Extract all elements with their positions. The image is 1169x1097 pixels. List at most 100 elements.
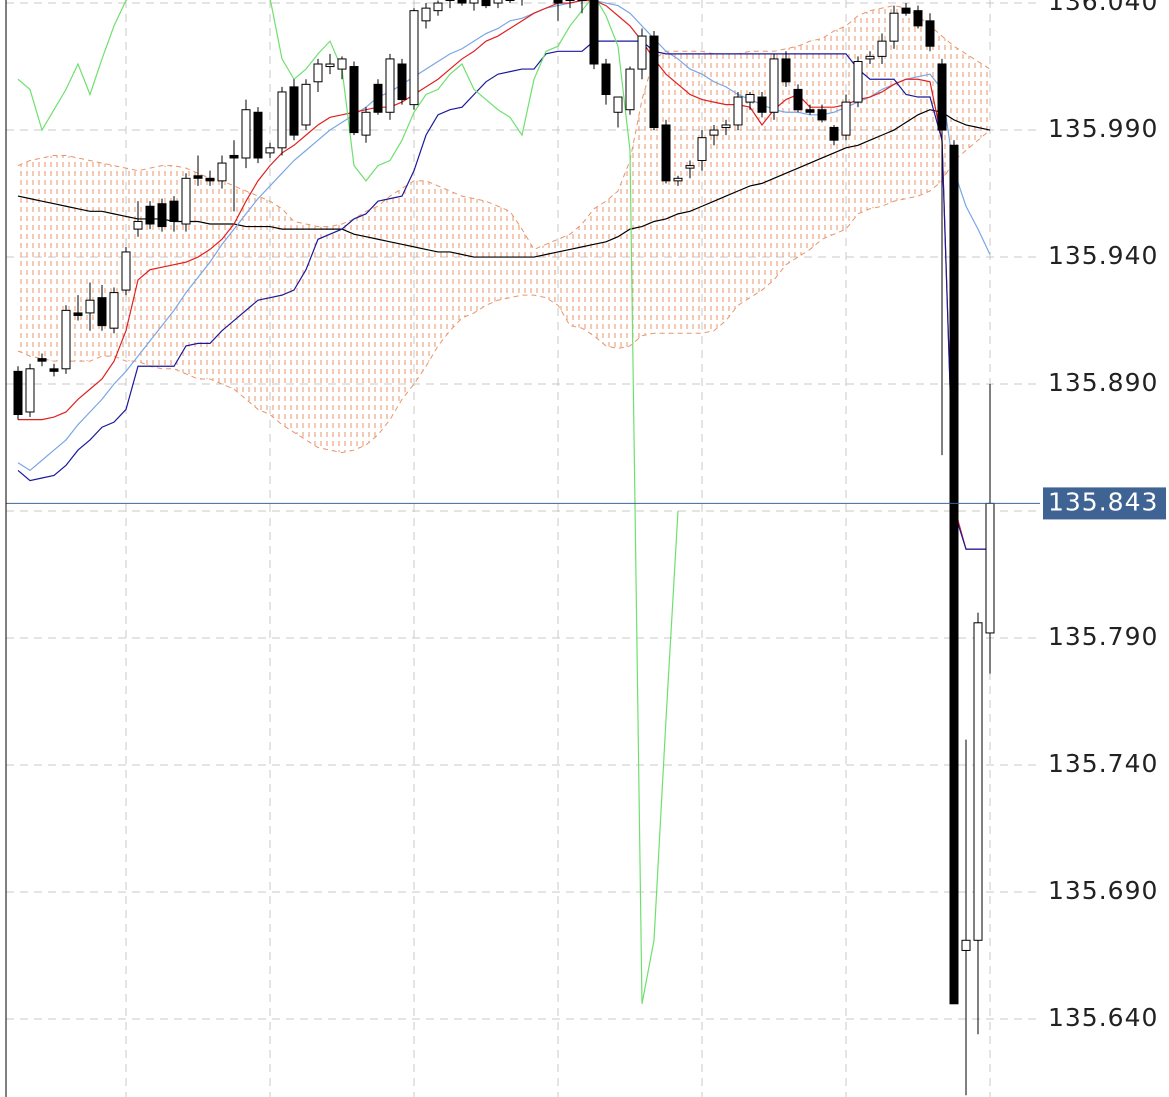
price-axis: 135.640135.690135.740135.790135.840135.8… bbox=[1048, 0, 1158, 1032]
candle-body bbox=[877, 40, 887, 57]
candle-body bbox=[889, 12, 899, 42]
candle-body bbox=[133, 220, 143, 230]
candle-body bbox=[673, 177, 683, 182]
candle-body bbox=[25, 368, 35, 413]
candle-body bbox=[265, 147, 275, 154]
candle-body bbox=[481, 0, 491, 7]
candle-body bbox=[385, 58, 395, 113]
candle-body bbox=[781, 58, 791, 83]
candle-body bbox=[685, 165, 695, 169]
candle-body bbox=[949, 144, 959, 1005]
candle-body bbox=[973, 622, 983, 941]
candle-body bbox=[709, 129, 719, 136]
candle-body bbox=[13, 370, 23, 416]
candle-body bbox=[121, 251, 131, 291]
candle-body bbox=[565, 0, 575, 2]
candle-body bbox=[913, 10, 923, 27]
candle-body bbox=[733, 96, 743, 126]
y-tick-label: 135.740 bbox=[1048, 749, 1158, 778]
candle-body bbox=[901, 7, 911, 14]
candle-body bbox=[109, 292, 119, 329]
candle-body bbox=[349, 66, 359, 134]
y-tick-label: 135.690 bbox=[1048, 876, 1158, 905]
indicator-line bbox=[17, 109, 991, 258]
candle-body bbox=[769, 58, 779, 113]
y-tick-label: 135.640 bbox=[1048, 1003, 1158, 1032]
current-price-box bbox=[1043, 487, 1166, 520]
candle-body bbox=[661, 124, 671, 182]
candle-body bbox=[409, 10, 419, 106]
candle-body bbox=[613, 96, 623, 113]
candle-body bbox=[157, 203, 167, 228]
candle-body bbox=[433, 2, 443, 12]
candle-body bbox=[253, 111, 263, 159]
candle-body bbox=[193, 175, 203, 179]
cloud-edge bbox=[17, 5, 991, 251]
candle-body bbox=[361, 111, 371, 136]
candle-body bbox=[169, 200, 179, 222]
y-tick-label: 136.040 bbox=[1048, 0, 1158, 16]
candle-body bbox=[985, 502, 995, 634]
y-tick-label: 135.890 bbox=[1048, 368, 1158, 397]
candle-body bbox=[313, 63, 323, 83]
candle-body bbox=[865, 55, 875, 60]
candle-body bbox=[757, 96, 767, 113]
candle-body bbox=[697, 137, 707, 162]
candle-body bbox=[145, 205, 155, 225]
candle-body bbox=[85, 299, 95, 314]
candle-body bbox=[49, 368, 59, 372]
candle-body bbox=[961, 939, 971, 951]
candle-body bbox=[289, 86, 299, 136]
candle-body bbox=[841, 101, 851, 136]
candle-body bbox=[853, 60, 863, 103]
y-tick-label: 135.790 bbox=[1048, 622, 1158, 651]
candle-body bbox=[721, 124, 731, 129]
y-tick-label: 135.990 bbox=[1048, 114, 1158, 143]
plot-area bbox=[6, 0, 1040, 1097]
candle-body bbox=[589, 0, 599, 65]
candle-body bbox=[745, 93, 755, 103]
candle-body bbox=[217, 162, 227, 182]
current-price-label: 135.843 bbox=[1048, 487, 1158, 516]
indicator-line bbox=[18, 0, 990, 550]
candle-body bbox=[337, 58, 347, 70]
candle-body bbox=[925, 20, 935, 47]
cloud-fill bbox=[18, 5, 990, 453]
candle-body bbox=[325, 63, 335, 68]
candle-body bbox=[457, 0, 467, 4]
candle-body bbox=[61, 309, 71, 370]
candle-body bbox=[469, 0, 479, 4]
candle-body bbox=[205, 177, 215, 182]
candle-body bbox=[277, 91, 287, 149]
candle-body bbox=[73, 312, 83, 316]
candle-body bbox=[577, 0, 587, 2]
indicator-line bbox=[17, 0, 991, 472]
candle-body bbox=[229, 154, 239, 159]
candle-body bbox=[301, 83, 311, 126]
candle-body bbox=[601, 63, 611, 95]
candle-body bbox=[37, 358, 47, 362]
candle-body bbox=[181, 177, 191, 225]
candle-body bbox=[493, 0, 503, 4]
y-tick-label: 135.940 bbox=[1048, 241, 1158, 270]
candle-body bbox=[421, 7, 431, 22]
candle-body bbox=[505, 0, 515, 2]
indicator-line bbox=[17, 0, 679, 1004]
candle-body bbox=[397, 63, 407, 101]
candle-body bbox=[805, 109, 815, 113]
candle-body bbox=[241, 109, 251, 159]
candle-body bbox=[625, 68, 635, 111]
candle-body bbox=[445, 0, 455, 2]
candle-body bbox=[937, 63, 947, 131]
candle-body bbox=[373, 83, 383, 113]
candle-body bbox=[553, 0, 563, 4]
candle-body bbox=[817, 109, 827, 121]
candle-body bbox=[637, 35, 647, 70]
candle-body bbox=[793, 88, 803, 111]
candle-body bbox=[649, 35, 659, 129]
indicator-line bbox=[17, 40, 990, 550]
candle-body bbox=[829, 127, 839, 141]
candle-body bbox=[97, 297, 107, 327]
